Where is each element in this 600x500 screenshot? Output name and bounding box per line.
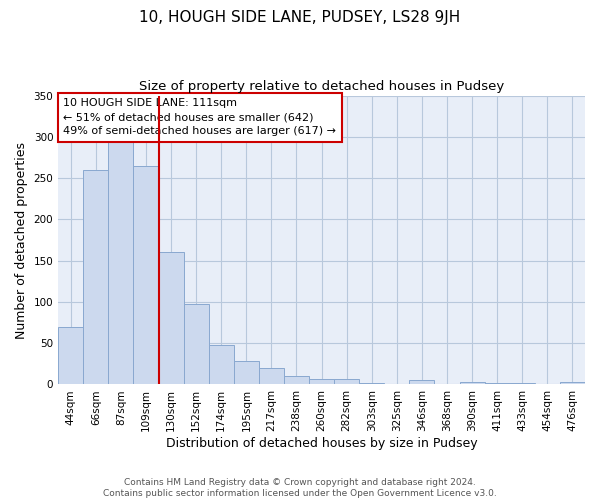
Bar <box>334 378 359 384</box>
Title: Size of property relative to detached houses in Pudsey: Size of property relative to detached ho… <box>139 80 504 93</box>
Bar <box>284 376 309 384</box>
Bar <box>109 141 133 384</box>
Bar <box>184 304 209 384</box>
X-axis label: Distribution of detached houses by size in Pudsey: Distribution of detached houses by size … <box>166 437 478 450</box>
Bar <box>58 326 83 384</box>
Text: 10, HOUGH SIDE LANE, PUDSEY, LS28 9JH: 10, HOUGH SIDE LANE, PUDSEY, LS28 9JH <box>139 10 461 25</box>
Text: 10 HOUGH SIDE LANE: 111sqm
← 51% of detached houses are smaller (642)
49% of sem: 10 HOUGH SIDE LANE: 111sqm ← 51% of deta… <box>64 98 337 136</box>
Bar <box>234 362 259 384</box>
Bar <box>209 345 234 385</box>
Bar <box>259 368 284 384</box>
Bar <box>133 166 158 384</box>
Bar <box>309 378 334 384</box>
Y-axis label: Number of detached properties: Number of detached properties <box>15 142 28 338</box>
Bar <box>359 383 385 384</box>
Bar <box>560 382 585 384</box>
Bar <box>83 170 109 384</box>
Bar <box>485 383 510 384</box>
Text: Contains HM Land Registry data © Crown copyright and database right 2024.
Contai: Contains HM Land Registry data © Crown c… <box>103 478 497 498</box>
Bar <box>158 252 184 384</box>
Bar <box>409 380 434 384</box>
Bar <box>510 383 535 384</box>
Bar <box>460 382 485 384</box>
